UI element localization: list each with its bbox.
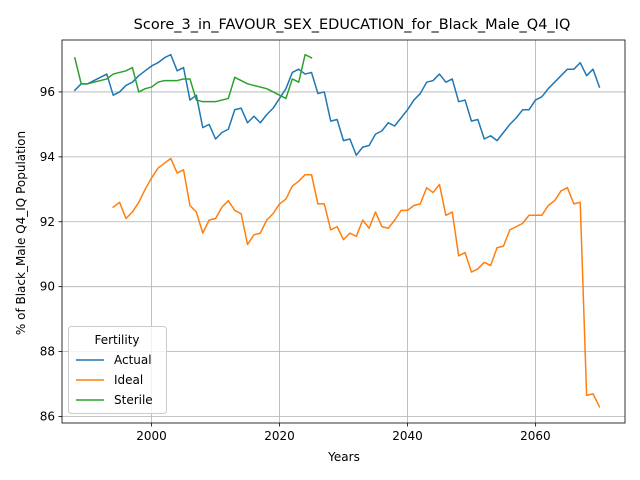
legend-box [68, 326, 167, 414]
y-tick-label: 88 [40, 345, 55, 359]
y-axis-title: % of Black_Male Q4_IQ Population [14, 131, 28, 335]
y-tick-label: 86 [40, 410, 55, 424]
x-tick-label: 2040 [392, 429, 423, 443]
plot-frame [61, 39, 626, 424]
x-tick-label: 2060 [520, 429, 551, 443]
y-tick-label: 92 [40, 215, 55, 229]
legend-label-actual: Actual [114, 353, 152, 367]
legend: Fertility Actual Ideal Sterile [68, 326, 167, 414]
y-tick-label: 96 [40, 85, 55, 99]
y-tick-label: 90 [40, 280, 55, 294]
series-line-sterile [73, 53, 313, 103]
x-tick-label: 2020 [264, 429, 295, 443]
y-tick-label: 94 [40, 150, 55, 164]
series-line-ideal [112, 157, 601, 408]
chart-title: Score_3_in_FAVOUR_SEX_EDUCATION_for_Blac… [134, 17, 571, 33]
legend-label-sterile: Sterile [114, 393, 153, 407]
legend-title: Fertility [94, 333, 139, 347]
x-axis-title: Years [327, 450, 360, 464]
axis-ticks: 2000 2020 2040 2060 86 88 90 92 94 96 [40, 85, 551, 443]
x-tick-label: 2000 [136, 429, 167, 443]
series-lines [73, 53, 601, 408]
series-line-actual [73, 53, 601, 156]
legend-label-ideal: Ideal [114, 373, 143, 387]
